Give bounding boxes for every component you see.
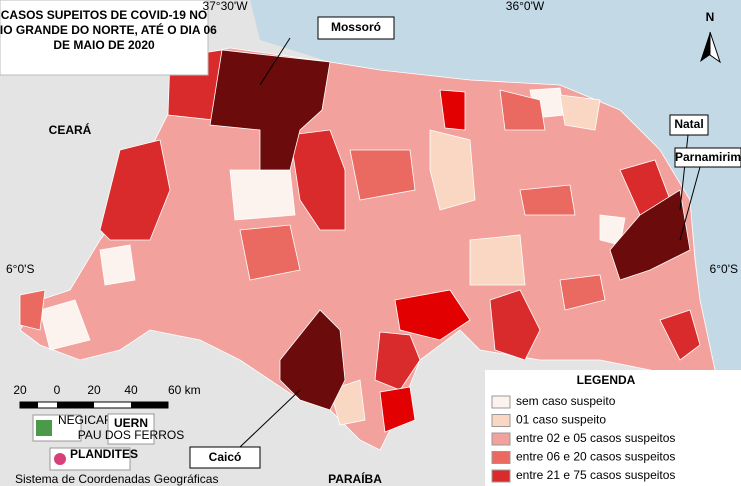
legend-label: 01 caso suspeito (516, 413, 606, 427)
legend-swatch (491, 451, 511, 464)
place-label: Parnamirim (675, 150, 741, 164)
title-line: RIO GRANDE DO NORTE, ATÉ O DIA 06 (0, 22, 217, 37)
coordinate: 37°30'W (202, 0, 248, 13)
leader-line (679, 166, 701, 241)
title-line: CASOS SUPEITOS DE COVID-19 NO (1, 8, 208, 22)
scale-label: 40 (124, 383, 138, 397)
scale-label: 0 (54, 383, 61, 397)
scale-label: 20 (13, 383, 27, 397)
footer: Sistema de Coordenadas Geográficas (15, 472, 218, 486)
leader-line (239, 389, 301, 448)
title-box (0, 0, 209, 76)
logo (49, 447, 131, 471)
place-label: Mossoró (331, 20, 381, 34)
neighbor-label: CEARÁ (49, 122, 92, 137)
logo-text: UERN (114, 416, 148, 430)
logo-text: NEGICART (58, 413, 120, 427)
place-label: Natal (674, 117, 703, 131)
legend: sem caso suspeito 01 caso suspeito entre 0… (491, 394, 675, 483)
label-box (674, 147, 741, 168)
label-box (317, 16, 395, 40)
scale-bar: 20 0 20 40 60 km (13, 383, 201, 409)
neighbor-label: PARAÍBA (328, 471, 382, 486)
label-box (669, 114, 709, 136)
leader-line (259, 37, 291, 86)
label-box (189, 446, 261, 469)
coordinate: 6°0'S (6, 262, 34, 276)
legend-label: entre 06 e 20 casos suspeitos (516, 450, 675, 464)
legend-label: entre 21 e 75 casos suspeitos (516, 468, 675, 482)
legend-title: LEGENDA (577, 373, 636, 387)
legend-label: entre 02 e 05 casos suspeitos (516, 431, 675, 445)
north-label: N (706, 10, 715, 24)
legend-swatch (491, 414, 511, 427)
coordinate: 36°0'W (506, 0, 545, 13)
place-label: Caicó (209, 450, 242, 464)
north-arrow: N (700, 10, 721, 64)
legend-box (485, 370, 741, 486)
ocean (250, 0, 741, 486)
legend-label: sem caso suspeito (516, 394, 616, 408)
logo-text: PAU DOS FERROS (78, 428, 184, 442)
scale-label: 20 (87, 383, 101, 397)
legend-swatch (491, 395, 511, 409)
logo-text: PLANDITES (70, 447, 138, 461)
state (19, 47, 716, 451)
logo (107, 413, 155, 445)
legend-swatch (491, 432, 511, 446)
scale-label: 60 km (168, 383, 201, 397)
coordinate: 6°0'S (710, 262, 738, 276)
title-line: DE MAIO DE 2020 (53, 38, 155, 52)
legend-swatch (491, 469, 511, 483)
